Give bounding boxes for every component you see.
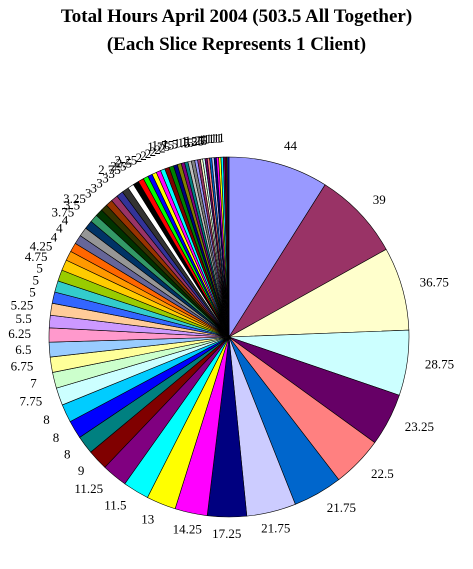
- slice-data-label: 44: [284, 138, 298, 153]
- chart-subtitle: (Each Slice Represents 1 Client): [106, 34, 367, 55]
- slice-data-label: 3: [108, 166, 115, 181]
- slice-data-label: 3: [96, 175, 103, 190]
- slice-data-label: 1.5: [177, 135, 193, 150]
- slice-data-label: 1.75: [147, 139, 170, 154]
- slice-data-label: 13: [141, 511, 154, 526]
- slice-data-label: 39: [373, 192, 386, 207]
- slice-data-label: 6.25: [8, 326, 31, 341]
- slice-data-label: 1.5: [162, 137, 178, 152]
- slice-data-label: 1.25: [181, 133, 204, 148]
- slice-data-label: 22.5: [371, 466, 394, 481]
- pie-slice: [228, 184, 387, 338]
- slice-data-label: 1: [195, 132, 202, 147]
- slice-data-label: 6.5: [15, 342, 31, 357]
- slice-data-label: 17.25: [212, 526, 241, 541]
- slice-data-label: 7: [30, 376, 37, 391]
- slice-data-label: 2.25: [115, 152, 138, 167]
- slice-data-label: 11.5: [104, 497, 126, 512]
- slice-data-label: 4: [62, 212, 69, 227]
- slice-data-label: 1: [198, 132, 205, 147]
- slice-data-label: 5: [33, 272, 40, 287]
- slice-data-label: 3.5: [64, 197, 80, 212]
- slice-data-label: 5.25: [11, 297, 34, 312]
- slice-data-label: 2: [145, 146, 152, 161]
- slice-data-label: 4: [56, 221, 63, 236]
- slice-data-label: 1: [218, 130, 225, 145]
- slice-data-label: 5: [36, 260, 43, 275]
- slice-data-label: 36.75: [420, 274, 449, 289]
- slice-data-label: 1: [208, 131, 215, 146]
- slice-data-label: 3.25: [63, 191, 86, 206]
- slice-data-label: 1: [200, 132, 207, 147]
- slice-data-label: 1.25: [185, 133, 208, 148]
- slice-data-label: 4.75: [25, 249, 48, 264]
- slice-data-label: 8: [43, 412, 50, 427]
- slice-data-label: 21.75: [261, 520, 290, 535]
- slice-data-label: 8: [53, 430, 60, 445]
- slice-data-label: 11.25: [74, 481, 103, 496]
- slice-data-label: 2: [154, 142, 161, 157]
- slice-data-label: 2: [159, 140, 166, 155]
- slice-data-label: 21.75: [327, 500, 356, 515]
- slice-data-label: 1: [213, 130, 220, 145]
- slice-data-label: 1.5: [174, 136, 190, 151]
- slice-data-label: 23.25: [405, 419, 434, 434]
- slice-data-label: 3.75: [51, 204, 74, 219]
- slice-data-label: 2: [136, 150, 143, 165]
- slice-data-label: 9: [78, 463, 85, 478]
- slice-data-label: 1.75: [152, 138, 175, 153]
- pie-slices: [48, 156, 410, 518]
- slice-data-label: 5: [29, 285, 36, 300]
- slice-data-label: 14.25: [173, 521, 202, 536]
- slice-data-label: 1.5: [181, 134, 197, 149]
- slice-data-label: 1: [216, 130, 223, 145]
- slice-data-label: 3: [91, 180, 98, 195]
- slice-data-label: 2: [140, 148, 147, 163]
- slice-data-label: 3: [102, 171, 109, 186]
- chart-title: Total Hours April 2004 (503.5 All Togeth…: [60, 6, 413, 27]
- pie-data-labels: 443936.7528.7523.2522.521.7521.7517.2514…: [8, 130, 454, 541]
- slice-data-label: 4: [51, 229, 58, 244]
- slice-data-label: 2: [150, 144, 157, 159]
- slice-data-label: 2.75: [98, 162, 121, 177]
- slice-data-label: 1: [211, 131, 218, 146]
- slice-data-label: 3: [85, 186, 92, 201]
- pie-slice: [227, 156, 230, 338]
- slice-data-label: 2.5: [110, 159, 126, 174]
- pie-slice: [228, 156, 326, 339]
- slice-data-label: 1: [206, 131, 213, 146]
- slice-data-label: 28.75: [425, 357, 454, 372]
- slice-data-label: 8: [64, 447, 71, 462]
- slice-data-label: 2.5: [116, 155, 132, 170]
- slice-data-label: 6.75: [11, 359, 34, 374]
- slice-data-label: 1: [203, 131, 210, 146]
- slice-data-label: 5.5: [15, 311, 31, 326]
- slice-data-label: 4.25: [30, 239, 53, 254]
- slice-data-label: 7.75: [19, 394, 42, 409]
